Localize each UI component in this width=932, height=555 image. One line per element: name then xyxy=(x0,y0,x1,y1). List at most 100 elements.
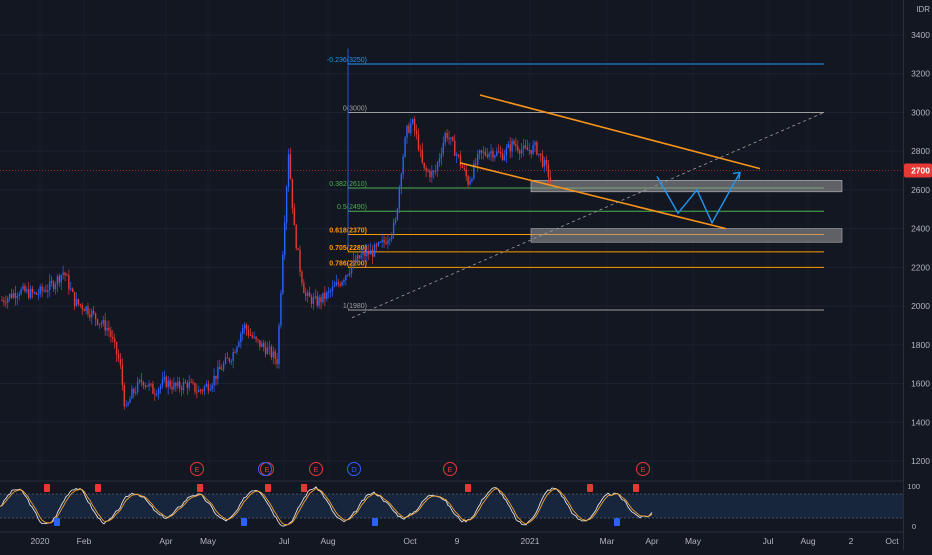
x-tick-label: Feb xyxy=(77,536,92,546)
x-tick-label: Oct xyxy=(885,536,899,546)
candle-body xyxy=(230,361,232,363)
candle-body xyxy=(167,380,169,388)
candle-body xyxy=(106,327,108,331)
candle-body xyxy=(96,319,99,325)
candle-body xyxy=(89,314,91,318)
candle-body xyxy=(234,352,236,354)
candle-body xyxy=(310,296,313,304)
candle-body xyxy=(3,300,5,303)
signal-marker xyxy=(301,484,307,492)
x-tick-label: Jul xyxy=(279,536,290,546)
candle-body xyxy=(469,180,471,185)
candle-body xyxy=(322,292,324,303)
fib-label: 1(1980) xyxy=(343,303,367,310)
candle-body xyxy=(196,391,198,393)
candle-body xyxy=(444,132,446,143)
candle-body xyxy=(499,152,502,154)
candle-body xyxy=(522,145,525,150)
projection-line xyxy=(656,172,741,225)
candle-body xyxy=(507,144,509,148)
candle-body xyxy=(83,309,85,312)
candle-body xyxy=(484,151,487,155)
x-tick-label: May xyxy=(200,536,217,546)
candle-body xyxy=(352,260,355,266)
candle-body xyxy=(515,144,517,147)
candle-body xyxy=(312,297,315,304)
candle-body xyxy=(251,335,253,338)
candle-body xyxy=(398,186,401,209)
candle-body xyxy=(402,156,404,174)
trendline-dashed xyxy=(351,112,825,319)
candle-body xyxy=(482,151,485,153)
event-label: E xyxy=(313,465,318,474)
candle-body xyxy=(203,386,206,391)
candle-body xyxy=(381,239,383,242)
candle-body xyxy=(391,234,393,240)
candle-body xyxy=(14,292,17,298)
currency-label: IDR xyxy=(916,5,930,14)
candle-body xyxy=(431,171,433,177)
signal-marker xyxy=(54,518,60,526)
candle-body xyxy=(358,255,360,259)
candle-body xyxy=(501,153,504,161)
oscillator-k xyxy=(0,486,653,527)
candle-body xyxy=(524,145,527,148)
candle-body xyxy=(8,294,11,299)
candle-body xyxy=(400,173,402,187)
candle-body xyxy=(425,167,427,171)
candle-body xyxy=(519,150,521,154)
signal-marker xyxy=(372,518,378,526)
candle-body xyxy=(71,288,74,292)
candle-body xyxy=(364,251,366,257)
candle-body xyxy=(242,328,244,334)
event-label: E xyxy=(194,465,199,474)
candle-body xyxy=(276,359,278,364)
candle-body xyxy=(114,338,116,343)
x-tick-label: Jul xyxy=(763,536,774,546)
candle-body xyxy=(274,351,276,360)
candle-body xyxy=(494,155,496,158)
fib-label: -0.236(3250) xyxy=(327,57,367,64)
candle-body xyxy=(297,248,299,250)
candle-body xyxy=(387,240,389,244)
candle-body xyxy=(459,155,462,166)
candle-body xyxy=(520,149,523,154)
y-tick-label: 3400 xyxy=(911,30,930,40)
candle-body xyxy=(480,150,483,153)
oscillator-pane: 100 0 xyxy=(0,480,920,531)
candle-body xyxy=(152,383,154,394)
candle-body xyxy=(91,310,93,318)
candle-body xyxy=(436,162,439,171)
candle-body xyxy=(306,292,309,296)
candle-body xyxy=(318,297,320,306)
candle-body xyxy=(182,382,185,390)
candle-body xyxy=(173,382,175,390)
candle-body xyxy=(100,323,103,325)
candle-body xyxy=(220,369,223,371)
candle-body xyxy=(448,138,450,140)
candle-body xyxy=(54,284,57,290)
signal-marker xyxy=(197,484,203,492)
candle-body xyxy=(329,290,332,292)
candle-body xyxy=(406,125,408,138)
candle-body xyxy=(60,275,62,283)
candle-body xyxy=(87,306,89,315)
candle-body xyxy=(81,305,83,310)
candle-body xyxy=(266,347,269,354)
candle-body xyxy=(85,306,87,312)
candle-body xyxy=(77,299,80,305)
candle-body xyxy=(68,275,70,290)
candle-body xyxy=(339,284,341,286)
candle-body xyxy=(5,302,7,304)
candle-body xyxy=(421,149,423,163)
candle-body xyxy=(392,222,395,235)
candle-body xyxy=(291,178,294,209)
x-tick-label: Mar xyxy=(600,536,615,546)
candle-body xyxy=(463,167,466,170)
candle-body xyxy=(175,382,177,387)
candle-body xyxy=(348,273,351,275)
candle-body xyxy=(442,142,444,154)
